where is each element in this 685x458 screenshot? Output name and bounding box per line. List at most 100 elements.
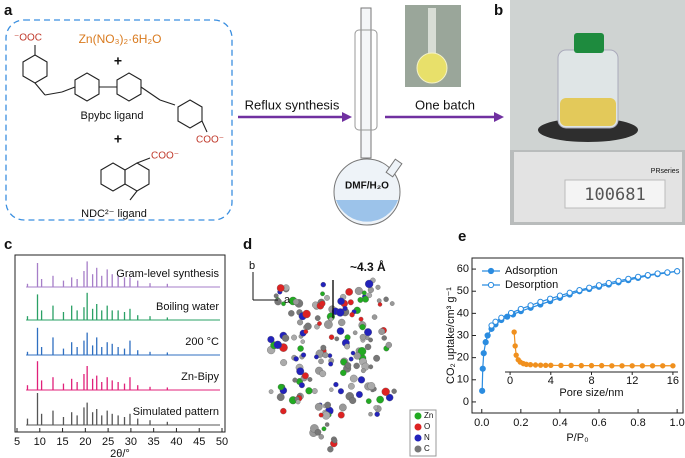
atom — [280, 407, 287, 415]
marker — [644, 271, 651, 279]
series-label: Boiling water — [156, 301, 219, 313]
atom — [365, 398, 372, 404]
x-tick-label: 25 — [102, 436, 114, 448]
atom — [332, 438, 338, 444]
marker — [566, 289, 573, 296]
panel-label: c — [4, 236, 12, 253]
atom — [340, 369, 347, 377]
x-tick-label: 10 — [34, 436, 46, 448]
marker — [598, 362, 605, 369]
marker — [513, 352, 519, 358]
y-tick-label: 20 — [457, 352, 469, 364]
atom — [318, 412, 324, 418]
x-tick-label: 50 — [216, 436, 228, 448]
marker — [480, 350, 487, 357]
atom — [301, 372, 309, 380]
marker — [543, 362, 549, 369]
atom — [377, 302, 383, 307]
marker — [654, 270, 661, 277]
marker — [588, 362, 595, 369]
x-tick-label: 1.0 — [669, 417, 684, 429]
atom — [293, 356, 299, 362]
marker — [532, 362, 539, 368]
atom — [385, 341, 392, 349]
atom — [347, 299, 354, 306]
atom — [359, 323, 366, 331]
x-tick-label: 30 — [125, 436, 137, 448]
plus: + — [114, 53, 122, 69]
marker — [660, 363, 666, 369]
marker — [595, 282, 603, 289]
x-tick-label: 0.6 — [591, 417, 606, 429]
marker — [625, 275, 632, 282]
atom — [300, 352, 307, 358]
panel-label: a — [4, 2, 13, 19]
ligand-name: NDC²⁻ ligand — [81, 208, 147, 220]
marker — [488, 322, 495, 329]
solvent: DMF/H₂O — [345, 181, 389, 192]
atom — [300, 339, 305, 344]
atom — [291, 334, 297, 341]
y-tick-label: 30 — [457, 329, 469, 341]
axis-label: b — [249, 260, 255, 272]
x-tick-label: 4 — [548, 375, 554, 387]
y-tick-label: 40 — [457, 307, 469, 319]
atom — [319, 300, 326, 307]
atom — [318, 358, 324, 365]
molecule-ndc — [100, 157, 151, 201]
y-tick-label: 10 — [457, 374, 469, 386]
atom — [276, 284, 285, 292]
x-tick-label: 0.4 — [552, 417, 567, 429]
atom — [342, 305, 348, 312]
marker — [537, 298, 544, 305]
atom — [302, 309, 311, 319]
inset-x-label: Pore size/nm — [559, 387, 623, 399]
atom — [360, 368, 366, 374]
atom — [361, 290, 367, 296]
atom — [375, 284, 381, 290]
marker — [615, 277, 622, 284]
atom — [345, 288, 353, 296]
carboxylate: ⁻OOC — [14, 33, 42, 44]
atom — [359, 333, 367, 341]
crystal-structure — [267, 277, 397, 453]
atom — [364, 328, 372, 337]
atom — [281, 334, 290, 342]
atom — [317, 321, 322, 326]
atom — [373, 405, 379, 410]
marker — [664, 269, 671, 276]
brand: PRseries — [651, 168, 680, 175]
x-tick-label: 5 — [14, 436, 20, 448]
atom — [339, 403, 347, 412]
marker — [498, 314, 505, 321]
atom — [318, 434, 324, 440]
series-label: Zn-Bipy — [181, 371, 219, 383]
atom — [324, 295, 330, 301]
atom — [314, 403, 323, 411]
x-tick-label: 0.8 — [630, 417, 645, 429]
plus: + — [114, 131, 122, 147]
legend-label: N — [424, 433, 430, 442]
x-tick-label: 16 — [667, 375, 679, 387]
atom — [328, 334, 335, 340]
atom — [297, 319, 304, 326]
photo-flask — [405, 5, 461, 87]
marker — [548, 362, 554, 369]
atom — [368, 337, 373, 343]
series-label: Gram-level synthesis — [116, 268, 219, 280]
atom — [376, 395, 384, 404]
atom — [281, 301, 286, 307]
atom — [353, 352, 361, 360]
atom — [340, 358, 348, 366]
atom — [324, 422, 330, 427]
arrow-head — [342, 112, 352, 122]
atom — [368, 364, 374, 370]
atom — [381, 335, 387, 341]
legend-label: Adsorption — [505, 265, 558, 277]
marker — [482, 339, 489, 346]
marker — [479, 365, 486, 372]
atom — [292, 377, 298, 383]
panel-label: b — [494, 2, 503, 19]
atom — [273, 340, 282, 349]
marker — [556, 292, 564, 299]
